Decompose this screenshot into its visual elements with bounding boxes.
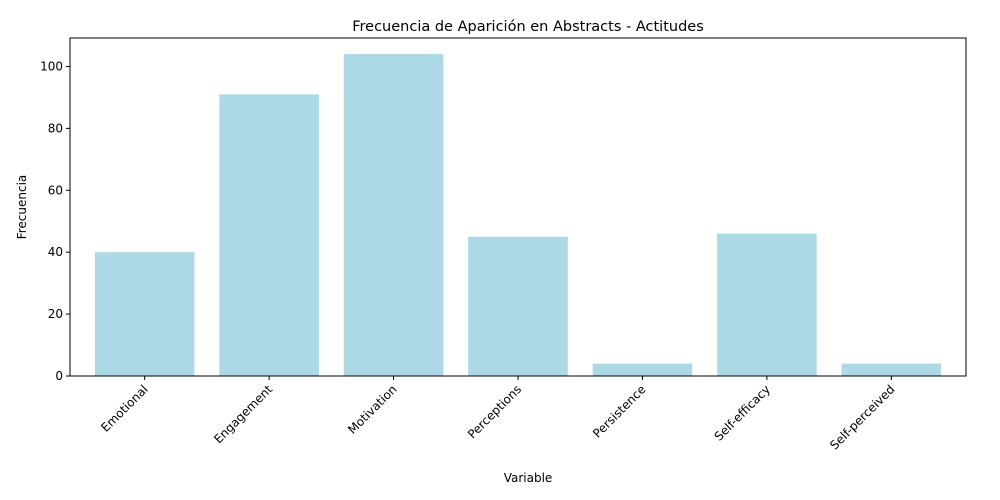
y-tick-label: 0 [55,369,63,383]
y-axis-title: Frecuencia [15,175,29,240]
plot-frame [69,37,967,377]
bar-emotional [94,252,195,376]
y-tick-label: 100 [40,59,63,73]
bar-self-efficacy [717,233,817,376]
bar-self-perceived [841,363,942,376]
chart-title: Frecuencia de Aparición en Abstracts - A… [352,19,704,35]
y-tick-label: 80 [48,121,63,135]
x-tick-label: Engagement [211,382,275,446]
x-tick-label: Emotional [98,382,151,435]
x-axis-title: Variable [504,471,553,485]
x-tick-label: Persistence [590,382,648,440]
y-axis-ticks: 0 20 40 60 80 100 [40,59,70,383]
bars-group [94,54,942,376]
bar-engagement [219,94,319,376]
y-tick-label: 20 [48,307,63,321]
x-tick-label: Self-perceived [827,382,897,452]
bar-motivation [343,54,444,376]
bar-perceptions [468,236,568,376]
x-tick-label: Perceptions [465,382,524,441]
y-tick-label: 60 [48,183,63,197]
x-tick-label: Self-efficacy [712,382,773,443]
bar-persistence [592,363,693,376]
x-tick-label: Motivation [345,382,400,437]
y-tick-label: 40 [48,245,63,259]
x-axis-ticks: Emotional Engagement Motivation Perceptions… [98,376,897,452]
